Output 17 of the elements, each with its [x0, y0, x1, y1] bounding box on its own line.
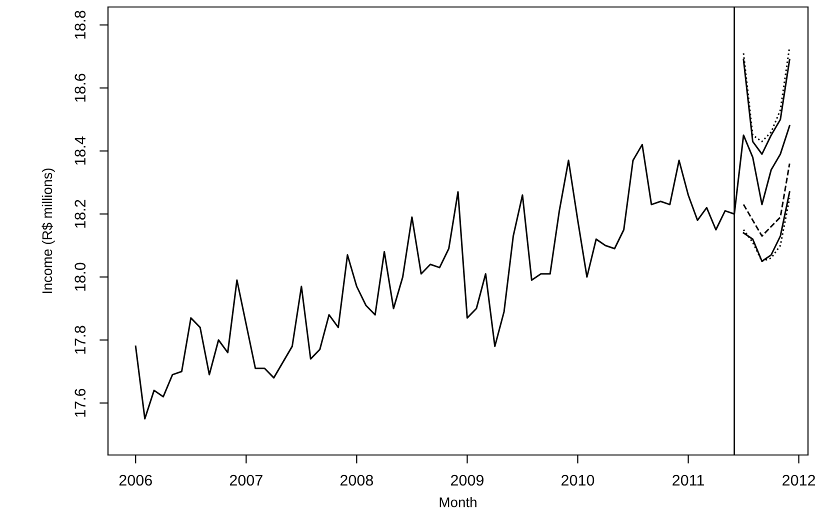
x-tick-label: 2007: [230, 474, 262, 486]
y-tick-label: 18.0: [74, 262, 86, 291]
x-tick-label: 2009: [450, 474, 484, 486]
y-axis-title: Income (R$ millions): [42, 168, 55, 293]
x-axis-title: Month: [440, 497, 476, 508]
y-tick-label: 17.8: [74, 326, 86, 354]
x-tick-label: 2010: [562, 474, 594, 486]
y-tick-label: 18.6: [74, 74, 86, 102]
x-tick-label: 2008: [340, 474, 374, 486]
x-tick-label: 2011: [672, 474, 704, 486]
y-tick-label: 18.8: [74, 10, 86, 39]
line-series: [742, 162, 790, 237]
y-tick-label: 18.4: [74, 136, 86, 165]
y-tick-label: 17.6: [74, 388, 86, 417]
x-tick-label: 2006: [119, 474, 152, 486]
x-tick-label: 2012: [782, 474, 816, 486]
y-tick-label: 18.2: [74, 200, 86, 228]
